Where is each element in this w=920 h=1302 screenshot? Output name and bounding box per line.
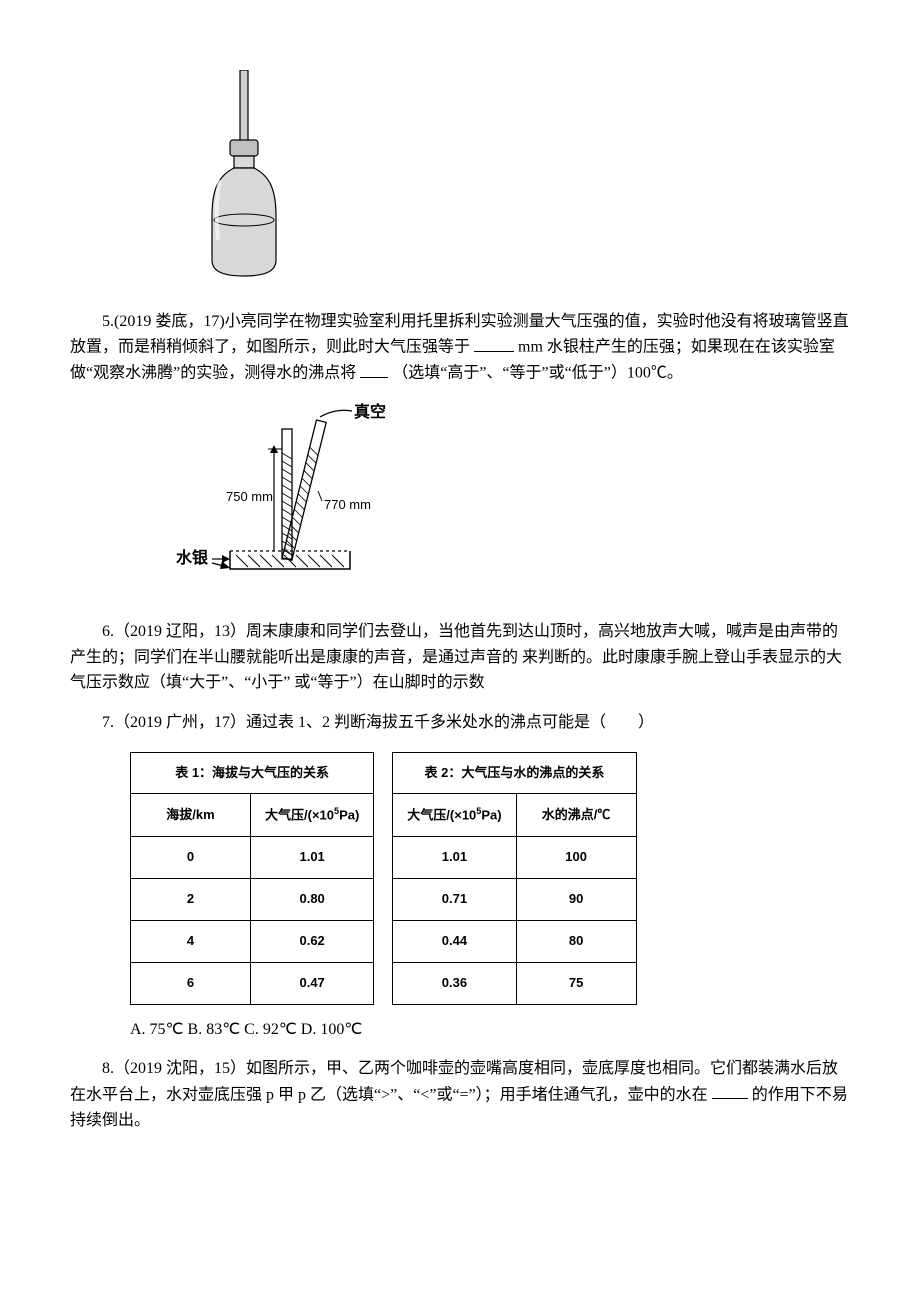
t1-col2: 大气压/(×105Pa) bbox=[251, 794, 374, 837]
figure-tube: 真空 750 mm 770 mm 水银 bbox=[170, 401, 850, 600]
table-row: 0.4480 bbox=[393, 921, 636, 963]
table-row: 40.62 bbox=[131, 921, 374, 963]
t2-col1: 大气压/(×105Pa) bbox=[393, 794, 516, 837]
q7-text: 7.（2019 广州，17）通过表 1、2 判断海拔五千多米处水的沸点可能是（ … bbox=[102, 714, 654, 731]
question-5: 5.(2019 娄底，17)小亮同学在物理实验室利用托里拆利实验测量大气压强的值… bbox=[70, 309, 850, 387]
q5-blank-2 bbox=[360, 360, 388, 378]
figure-bottle bbox=[190, 70, 850, 289]
label-vacuum: 真空 bbox=[354, 402, 386, 421]
label-770: 770 mm bbox=[324, 497, 371, 512]
t1-col1: 海拔/km bbox=[131, 794, 251, 837]
table-row: 20.80 bbox=[131, 879, 374, 921]
q6-text: 6.（2019 辽阳，13）周末康康和同学们去登山，当他首先到达山顶时，高兴地放… bbox=[70, 623, 842, 691]
bottle-svg bbox=[190, 70, 300, 280]
tube-svg: 真空 750 mm 770 mm 水银 bbox=[170, 401, 430, 591]
question-8: 8.（2019 沈阳，15）如图所示，甲、乙两个咖啡壶的壶嘴高度相同，壶底厚度也… bbox=[70, 1056, 850, 1133]
q8-blank bbox=[712, 1082, 748, 1100]
label-750: 750 mm bbox=[226, 489, 273, 504]
tables-row: 表 1：海拔与大气压的关系 海拔/km 大气压/(×105Pa) 01.01 2… bbox=[130, 752, 850, 1005]
q5-text-c: （选填“高于”、“等于”或“低于”）100℃。 bbox=[392, 365, 683, 382]
table-row: 60.47 bbox=[131, 962, 374, 1004]
table-2: 表 2：大气压与水的沸点的关系 大气压/(×105Pa) 水的沸点/℃ 1.01… bbox=[392, 752, 636, 1005]
table-row: 0.7190 bbox=[393, 879, 636, 921]
q7-options: A. 75℃ B. 83℃ C. 92℃ D. 100℃ bbox=[130, 1017, 850, 1043]
question-7: 7.（2019 广州，17）通过表 1、2 判断海拔五千多米处水的沸点可能是（ … bbox=[70, 710, 850, 736]
label-hg: 水银 bbox=[176, 548, 209, 567]
t2-title: 表 2：大气压与水的沸点的关系 bbox=[393, 752, 636, 794]
t1-title: 表 1：海拔与大气压的关系 bbox=[131, 752, 374, 794]
t2-col2: 水的沸点/℃ bbox=[516, 794, 636, 837]
table-row: 1.01100 bbox=[393, 837, 636, 879]
table-1: 表 1：海拔与大气压的关系 海拔/km 大气压/(×105Pa) 01.01 2… bbox=[130, 752, 374, 1005]
table-row: 0.3675 bbox=[393, 962, 636, 1004]
question-6: 6.（2019 辽阳，13）周末康康和同学们去登山，当他首先到达山顶时，高兴地放… bbox=[70, 619, 850, 696]
q5-blank-1 bbox=[474, 334, 514, 352]
table-row: 01.01 bbox=[131, 837, 374, 879]
